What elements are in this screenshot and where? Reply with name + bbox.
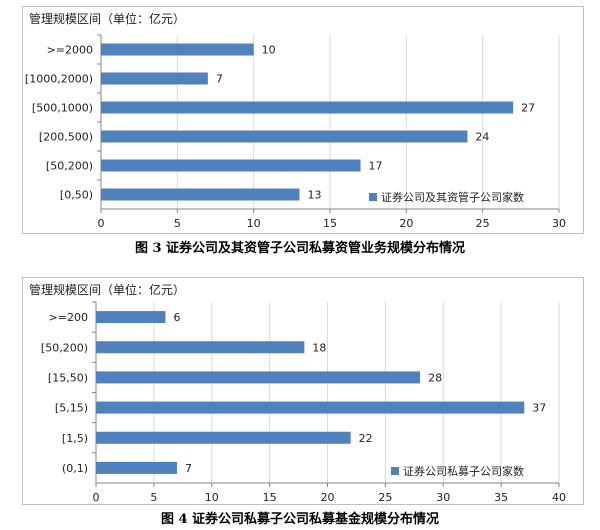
chart-3-x-tick-label: 15 (323, 217, 337, 230)
chart-3-bar (101, 43, 254, 56)
chart-3: 管理规模区间（单位：亿元） 0 5 10 15 20 25 30 >=2000 10 [1000,2… (22, 6, 584, 234)
chart-3-x-tick-label: 20 (399, 217, 413, 230)
chart-4-x-tick-label: 30 (436, 491, 450, 504)
chart-4-x-tick-label: 10 (205, 491, 219, 504)
chart-4-x-tick-label: 40 (552, 491, 566, 504)
chart-3-category-label: [50,200) (46, 160, 93, 173)
chart-4-x-tick-label: 35 (494, 491, 508, 504)
chart-3-x-tick-label: 10 (247, 217, 261, 230)
chart-4-bar (96, 461, 178, 474)
chart-3-data-label: 24 (475, 131, 489, 144)
chart-3-category-label: [1000,2000) (25, 73, 93, 86)
chart-3-category-label: >=2000 (47, 44, 93, 57)
chart-3-caption: 图 3 证券公司及其资管子公司私募资管业务规模分布情况 (134, 241, 466, 256)
chart-3-x-tick-label: 30 (552, 217, 566, 230)
chart-3-bar (101, 72, 208, 85)
chart-4-category-label: >=200 (49, 311, 88, 324)
chart-3-x-tick-label: 25 (476, 217, 490, 230)
chart-3-category-label: [0,50) (60, 189, 93, 202)
chart-4-legend-label: 证券公司私募子公司家数 (403, 464, 524, 478)
chart-4-category-label: [50,200) (41, 341, 88, 354)
chart-3-bar (101, 188, 300, 201)
chart-3-bar (101, 159, 361, 172)
chart-4-title: 管理规模区间（单位：亿元） (29, 282, 185, 297)
chart-4-data-label: 6 (173, 311, 180, 324)
chart-3-legend-label: 证券公司及其资管子公司家数 (381, 190, 524, 204)
chart-4-bar (96, 311, 166, 324)
chart-3-x-tick-label: 5 (174, 217, 181, 230)
chart-3-bar (101, 101, 514, 114)
chart-3-data-label: 27 (521, 102, 535, 115)
chart-3-bar (101, 130, 468, 143)
chart-4-data-label: 22 (359, 432, 373, 445)
chart-4-data-label: 7 (185, 462, 192, 475)
chart-4-legend-swatch (391, 467, 399, 475)
chart-4-caption: 图 4 证券公司私募子公司私募基金规模分布情况 (160, 512, 440, 527)
chart-4-x-tick-label: 25 (378, 491, 392, 504)
chart-4-bar (96, 341, 305, 354)
chart-3-data-label: 17 (369, 160, 383, 173)
chart-4-data-label: 18 (312, 341, 326, 354)
chart-3-data-label: 7 (216, 73, 223, 86)
chart-4-bar (96, 431, 351, 444)
chart-3-x-tick-label: 0 (98, 217, 105, 230)
chart-4-category-label: [5,15) (55, 402, 88, 415)
chart-4-x-tick-label: 15 (263, 491, 277, 504)
chart-4: 管理规模区间（单位：亿元） 0 5 10 15 20 25 30 35 40 >=200 6 [50,2… (22, 277, 584, 505)
chart-3-title: 管理规模区间（单位：亿元） (29, 11, 185, 26)
chart-4-bar (96, 371, 421, 384)
chart-3-legend-swatch (369, 193, 377, 201)
chart-4-x-tick-label: 20 (321, 491, 335, 504)
chart-4-x-tick-label: 0 (93, 491, 100, 504)
chart-4-data-label: 37 (532, 402, 546, 415)
chart-4-category-label: [1,5) (62, 432, 88, 445)
chart-4-category-label: (0,1) (62, 462, 88, 475)
chart-3-category-label: [200,500) (39, 131, 93, 144)
chart-4-data-label: 28 (428, 371, 442, 384)
chart-4-category-label: [15,50) (48, 371, 88, 384)
chart-3-data-label: 13 (307, 189, 321, 202)
chart-3-data-label: 10 (262, 44, 276, 57)
chart-4-bar (96, 401, 525, 414)
chart-3-svg: 管理规模区间（单位：亿元） 0 5 10 15 20 25 30 >=2000 10 [1000,2… (25, 11, 566, 230)
chart-4-x-tick-label: 5 (150, 491, 157, 504)
chart-3-category-label: [500,1000) (32, 102, 93, 115)
chart-4-svg: 管理规模区间（单位：亿元） 0 5 10 15 20 25 30 35 40 >=200 6 [50,2… (29, 282, 566, 504)
